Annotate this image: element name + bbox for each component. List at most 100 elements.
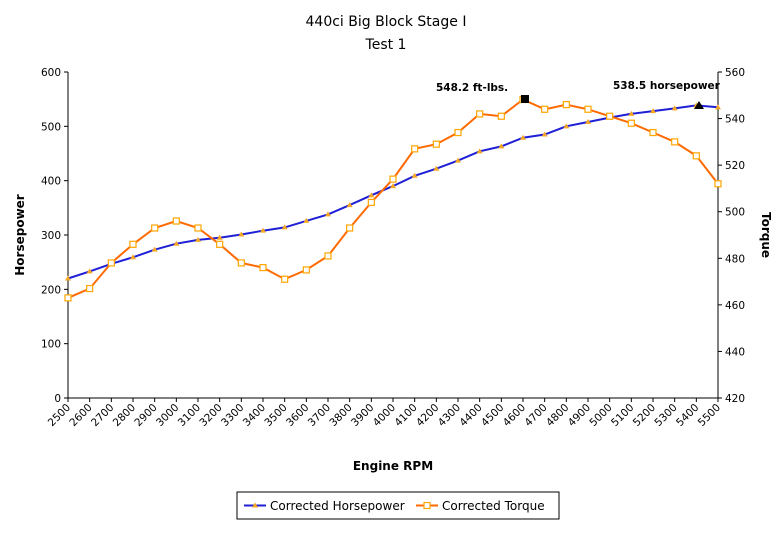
legend: Corrected Horsepower Corrected Torque	[236, 491, 560, 520]
horsepower-point	[715, 104, 721, 110]
x-tick-label: 4300	[436, 402, 463, 429]
torque-point	[432, 140, 440, 148]
right-tick-label: 520	[725, 160, 745, 172]
series-line-torque	[67, 98, 719, 299]
legend-hp-label: Corrected Horsepower	[270, 499, 405, 513]
torque-point	[541, 105, 549, 113]
left-tick-label: 600	[41, 67, 61, 79]
torque-point	[151, 224, 159, 232]
horsepower-point	[455, 157, 461, 163]
horsepower-point	[390, 183, 396, 189]
x-tick-label: 2900	[132, 402, 159, 429]
torque-point	[411, 145, 419, 153]
horsepower-point	[281, 224, 288, 230]
x-tick-label: 2500	[46, 402, 73, 429]
x-tick-label: 3200	[197, 402, 224, 429]
right-tick-label: 420	[725, 393, 745, 405]
x-tick-label: 3800	[327, 402, 354, 429]
x-tick-label: 4200	[414, 402, 441, 429]
x-tick-label: 4400	[457, 402, 484, 429]
x-tick-label: 5100	[609, 402, 636, 429]
y-axis-right-title: Torque	[759, 212, 773, 258]
torque-point	[367, 198, 375, 206]
horsepower-point	[650, 108, 656, 114]
torque-peak-label: 548.2 ft-lbs.	[436, 82, 508, 94]
torque-point	[476, 110, 484, 118]
torque-point	[129, 240, 137, 248]
torque-point	[194, 224, 202, 232]
torque-point	[346, 224, 354, 232]
left-tick-label: 0	[54, 393, 61, 405]
x-tick-label: 5300	[652, 402, 679, 429]
x-tick-label: 2800	[111, 402, 138, 429]
chart-subtitle: Test 1	[365, 37, 407, 53]
x-tick-label: 3400	[241, 402, 268, 429]
horsepower-point	[195, 236, 201, 242]
right-tick-label: 540	[725, 114, 745, 126]
horsepower-point	[260, 227, 266, 233]
right-axis-ticks: 420 440 460 480 500 520 540 560	[718, 67, 745, 405]
x-tick-label: 3000	[154, 402, 181, 429]
horsepower-point	[520, 134, 526, 140]
x-axis-title: Engine RPM	[353, 459, 433, 473]
horsepower-point	[216, 234, 223, 240]
horsepower-point	[86, 268, 93, 274]
torque-point	[671, 138, 679, 146]
horsepower-point	[585, 118, 591, 124]
torque-point	[692, 152, 700, 160]
torque-point	[302, 266, 310, 274]
series-line-horsepower	[67, 104, 719, 280]
torque-point	[281, 275, 289, 283]
horsepower-point	[563, 123, 570, 129]
chart-title: 440ci Big Block Stage I	[306, 14, 467, 30]
right-tick-label: 480	[725, 253, 745, 265]
torque-point	[259, 264, 267, 272]
x-tick-label: 4600	[501, 402, 528, 429]
x-tick-label: 5200	[631, 402, 658, 429]
horsepower-point	[325, 211, 331, 217]
left-tick-label: 500	[41, 121, 61, 133]
legend-box	[236, 491, 560, 520]
x-tick-label: 4000	[371, 402, 398, 429]
torque-point	[649, 128, 657, 137]
torque-point	[584, 105, 592, 113]
horsepower-point	[368, 192, 375, 198]
horsepower-peak-label: 538.5 horsepower	[613, 80, 721, 92]
legend-torque-label: Corrected Torque	[442, 499, 545, 513]
left-tick-label: 400	[41, 176, 61, 188]
x-tick-label: 2700	[89, 402, 116, 429]
x-tick-label: 5400	[674, 402, 701, 429]
x-tick-label: 4900	[566, 402, 593, 429]
x-tick-label: 3300	[219, 402, 246, 429]
horsepower-point	[303, 217, 310, 223]
x-tick-label: 3900	[349, 402, 376, 429]
horsepower-peak-marker	[694, 101, 704, 109]
torque-point	[497, 112, 505, 120]
horsepower-point	[541, 131, 548, 137]
horsepower-point	[628, 110, 635, 116]
x-tick-label: 3100	[176, 402, 203, 429]
horsepower-point	[498, 143, 505, 149]
torque-point	[216, 240, 224, 248]
right-tick-label: 560	[725, 67, 745, 79]
left-tick-label: 100	[41, 339, 61, 351]
horsepower-point	[65, 275, 71, 281]
torque-point	[627, 119, 635, 127]
horsepower-point	[476, 148, 483, 154]
torque-point	[107, 259, 115, 267]
horsepower-point	[151, 246, 158, 252]
torque-point	[237, 259, 245, 267]
x-tick-label: 5500	[696, 402, 723, 429]
torque-point	[324, 252, 332, 260]
torque-point	[714, 180, 722, 188]
plot-area	[67, 72, 719, 399]
left-tick-label: 300	[41, 230, 61, 242]
x-tick-label: 3700	[306, 402, 333, 429]
x-tick-label: 3600	[284, 402, 311, 429]
x-tick-label: 5000	[587, 402, 614, 429]
torque-point	[64, 294, 72, 302]
horsepower-point	[346, 202, 353, 208]
series-layer	[64, 95, 722, 302]
x-tick-label: 4100	[392, 402, 419, 429]
